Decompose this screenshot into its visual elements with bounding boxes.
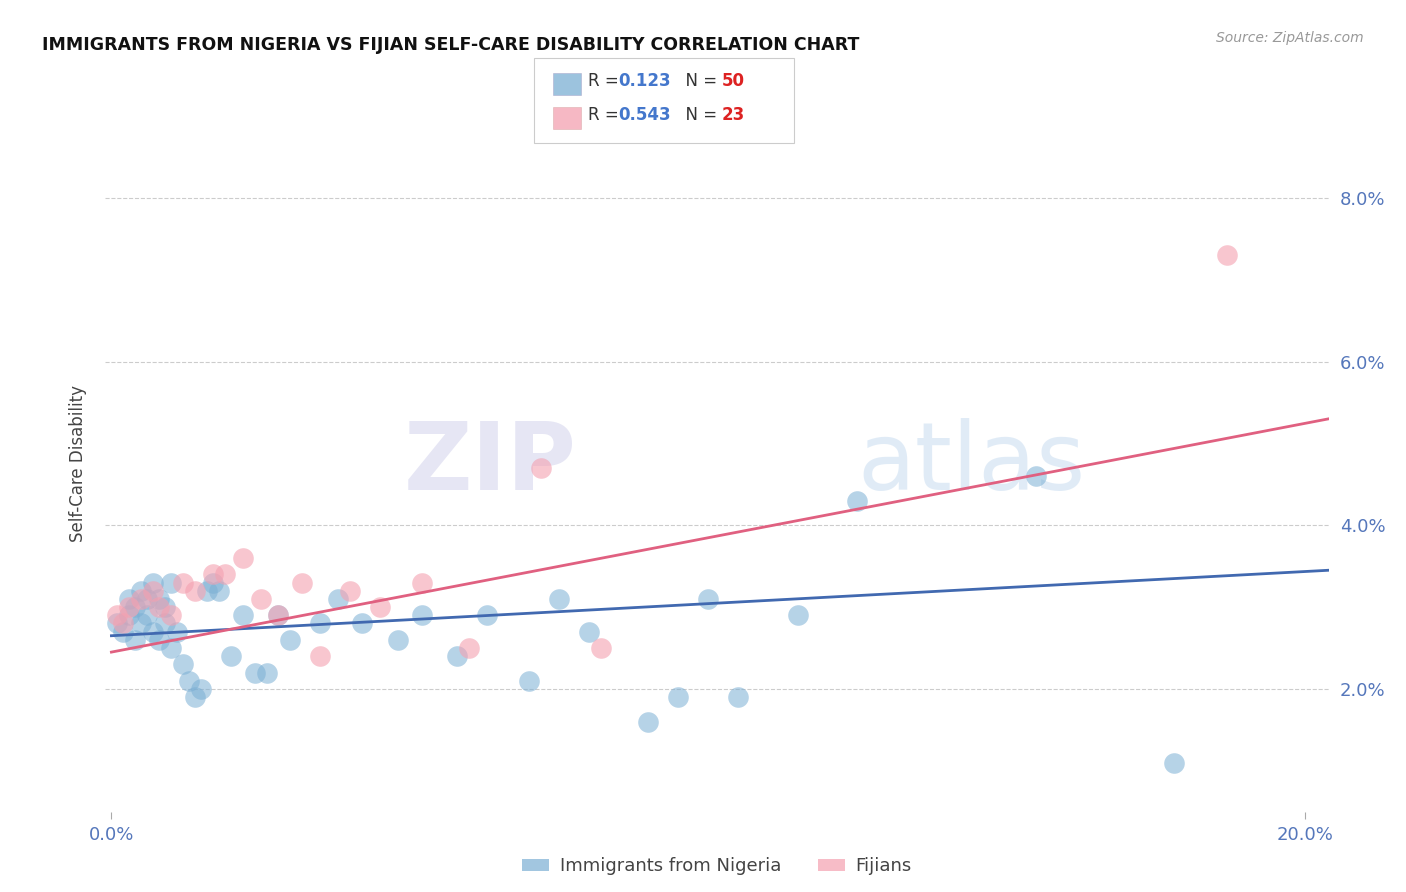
- Point: [727, 690, 749, 705]
- Point: [256, 665, 278, 680]
- Legend: Immigrants from Nigeria, Fijians: Immigrants from Nigeria, Fijians: [515, 850, 920, 883]
- Text: 0.123: 0.123: [619, 72, 671, 90]
- Point: [786, 608, 808, 623]
- Point: [112, 624, 135, 639]
- Point: [309, 616, 332, 631]
- Point: [243, 665, 266, 680]
- Point: [124, 600, 146, 615]
- Text: atlas: atlas: [858, 417, 1085, 510]
- Point: [368, 600, 391, 615]
- Point: [148, 632, 170, 647]
- Point: [387, 632, 409, 647]
- Point: [172, 575, 194, 590]
- Point: [118, 608, 141, 623]
- Point: [153, 616, 176, 631]
- Text: N =: N =: [675, 72, 723, 90]
- Point: [232, 608, 254, 623]
- Point: [477, 608, 499, 623]
- Y-axis label: Self-Care Disability: Self-Care Disability: [69, 385, 87, 542]
- Point: [148, 591, 170, 606]
- Point: [267, 608, 290, 623]
- Text: ZIP: ZIP: [404, 417, 576, 510]
- Text: 0.543: 0.543: [619, 106, 671, 124]
- Point: [172, 657, 194, 672]
- Point: [267, 608, 290, 623]
- Point: [112, 616, 135, 631]
- Point: [124, 632, 146, 647]
- Text: Source: ZipAtlas.com: Source: ZipAtlas.com: [1216, 31, 1364, 45]
- Point: [232, 551, 254, 566]
- Point: [195, 583, 218, 598]
- Text: R =: R =: [588, 72, 624, 90]
- Point: [249, 591, 271, 606]
- Point: [548, 591, 571, 606]
- Point: [208, 583, 231, 598]
- Point: [184, 583, 207, 598]
- Point: [105, 608, 128, 623]
- Point: [153, 600, 176, 615]
- Point: [291, 575, 314, 590]
- Point: [280, 632, 302, 647]
- Point: [129, 616, 152, 631]
- Point: [350, 616, 373, 631]
- Point: [129, 583, 152, 598]
- Point: [517, 673, 540, 688]
- Point: [148, 600, 170, 615]
- Point: [142, 583, 165, 598]
- Point: [142, 624, 165, 639]
- Point: [637, 714, 659, 729]
- Point: [846, 493, 869, 508]
- Text: N =: N =: [675, 106, 723, 124]
- Point: [309, 649, 332, 664]
- Text: 23: 23: [721, 106, 745, 124]
- Point: [142, 575, 165, 590]
- Point: [666, 690, 689, 705]
- Point: [1163, 756, 1185, 770]
- Point: [201, 575, 224, 590]
- Point: [118, 591, 141, 606]
- Point: [190, 681, 212, 696]
- Point: [578, 624, 600, 639]
- Point: [458, 640, 481, 655]
- Point: [589, 640, 612, 655]
- Point: [160, 608, 183, 623]
- Point: [697, 591, 720, 606]
- Point: [214, 567, 236, 582]
- Point: [129, 591, 152, 606]
- Point: [328, 591, 350, 606]
- Point: [411, 608, 433, 623]
- Point: [160, 640, 183, 655]
- Point: [1216, 248, 1239, 262]
- Point: [530, 461, 553, 475]
- Point: [136, 591, 159, 606]
- Point: [446, 649, 468, 664]
- Point: [1025, 469, 1047, 483]
- Point: [160, 575, 183, 590]
- Point: [219, 649, 242, 664]
- Point: [118, 600, 141, 615]
- Point: [339, 583, 361, 598]
- Point: [184, 690, 207, 705]
- Text: 50: 50: [721, 72, 744, 90]
- Point: [177, 673, 200, 688]
- Point: [166, 624, 188, 639]
- Point: [136, 608, 159, 623]
- Text: R =: R =: [588, 106, 624, 124]
- Text: IMMIGRANTS FROM NIGERIA VS FIJIAN SELF-CARE DISABILITY CORRELATION CHART: IMMIGRANTS FROM NIGERIA VS FIJIAN SELF-C…: [42, 36, 859, 54]
- Point: [105, 616, 128, 631]
- Point: [201, 567, 224, 582]
- Point: [411, 575, 433, 590]
